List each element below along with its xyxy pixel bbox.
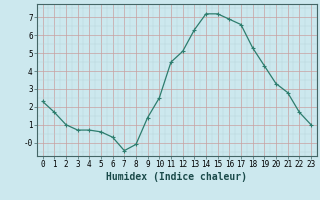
X-axis label: Humidex (Indice chaleur): Humidex (Indice chaleur)	[106, 172, 247, 182]
